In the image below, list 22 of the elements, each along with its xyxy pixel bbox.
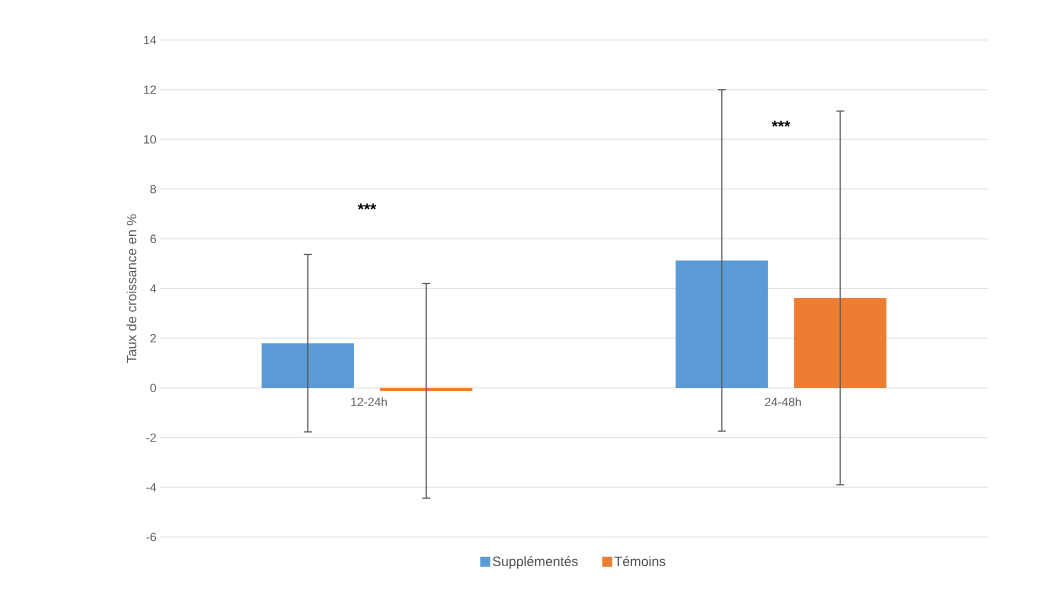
y-tick-label: -4 (146, 483, 157, 492)
bar (794, 297, 887, 388)
y-tick-label: 8 (150, 184, 156, 194)
x-tick-label: 12-24h (351, 397, 387, 407)
annotation: *** (771, 120, 791, 127)
legend-label: Supplémentés (492, 556, 578, 569)
legend-label: Témoins (614, 556, 666, 567)
y-axis-title: Taux de croissance en % (126, 214, 137, 363)
y-tick-label: -2 (146, 433, 156, 442)
x-tick-label: 24-48h (764, 397, 801, 407)
annotation: *** (357, 203, 377, 210)
y-tick-label: 14 (144, 35, 157, 45)
y-tick-label: 0 (150, 383, 157, 393)
y-tick-label: -6 (146, 532, 156, 542)
y-tick-label: 10 (144, 135, 157, 144)
y-tick-label: 6 (150, 234, 156, 244)
y-tick-label: 4 (150, 284, 157, 293)
bar (675, 260, 768, 388)
y-tick-label: 2 (150, 334, 156, 343)
bar (380, 387, 473, 391)
y-tick-label: 12 (144, 85, 156, 94)
bar (261, 343, 354, 388)
